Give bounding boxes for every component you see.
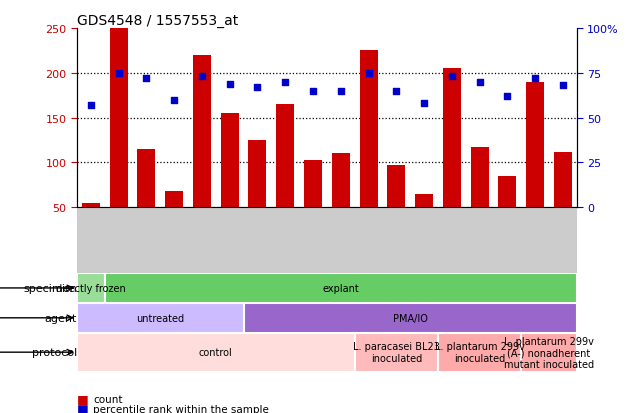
Bar bbox=[332, 154, 350, 252]
Bar bbox=[354, 333, 438, 372]
Point bbox=[530, 76, 540, 82]
Bar bbox=[554, 152, 572, 252]
Bar bbox=[244, 303, 577, 333]
Point bbox=[336, 88, 346, 95]
Bar bbox=[137, 150, 155, 252]
Bar bbox=[77, 333, 354, 372]
Text: PMA/IO: PMA/IO bbox=[393, 313, 428, 323]
Point bbox=[363, 70, 374, 77]
Bar bbox=[249, 141, 267, 252]
Point bbox=[197, 74, 207, 81]
Point bbox=[141, 76, 151, 82]
Bar bbox=[82, 203, 100, 252]
Bar bbox=[193, 56, 211, 252]
Text: explant: explant bbox=[322, 283, 359, 293]
Bar bbox=[221, 114, 238, 252]
Bar bbox=[360, 51, 378, 252]
Point bbox=[474, 79, 485, 86]
Text: count: count bbox=[93, 394, 122, 404]
Text: ■: ■ bbox=[77, 402, 88, 413]
Point bbox=[113, 70, 124, 77]
Text: protocol: protocol bbox=[31, 347, 77, 357]
Point bbox=[253, 85, 263, 91]
Text: specimen: specimen bbox=[23, 283, 77, 293]
Bar bbox=[304, 160, 322, 252]
Bar bbox=[387, 166, 405, 252]
Bar bbox=[77, 273, 104, 303]
Text: L. plantarum 299v
(A-) nonadherent
mutant inoculated: L. plantarum 299v (A-) nonadherent mutan… bbox=[504, 336, 594, 369]
Text: percentile rank within the sample: percentile rank within the sample bbox=[93, 404, 269, 413]
Point bbox=[391, 88, 401, 95]
Text: control: control bbox=[199, 347, 233, 357]
Text: untreated: untreated bbox=[136, 313, 185, 323]
Bar bbox=[77, 303, 244, 333]
Text: directly frozen: directly frozen bbox=[56, 283, 126, 293]
Point bbox=[169, 97, 179, 104]
Bar bbox=[415, 195, 433, 252]
Bar bbox=[521, 333, 577, 372]
Bar bbox=[470, 148, 488, 252]
Point bbox=[503, 94, 513, 100]
Text: L. paracasei BL23
inoculated: L. paracasei BL23 inoculated bbox=[353, 342, 440, 363]
Point bbox=[558, 83, 568, 90]
Bar bbox=[276, 105, 294, 252]
Text: GDS4548 / 1557553_at: GDS4548 / 1557553_at bbox=[77, 14, 238, 28]
Bar bbox=[443, 69, 461, 252]
Bar bbox=[499, 176, 517, 252]
Point bbox=[308, 88, 318, 95]
Point bbox=[86, 102, 96, 109]
Point bbox=[224, 81, 235, 88]
Text: ■: ■ bbox=[77, 392, 88, 405]
Bar bbox=[526, 83, 544, 252]
Point bbox=[447, 74, 457, 81]
Bar bbox=[110, 29, 128, 252]
Point bbox=[280, 79, 290, 86]
Bar bbox=[165, 192, 183, 252]
Bar bbox=[438, 333, 521, 372]
Point bbox=[419, 101, 429, 107]
Text: agent: agent bbox=[44, 313, 77, 323]
Text: L. plantarum 299v
inoculated: L. plantarum 299v inoculated bbox=[435, 342, 524, 363]
